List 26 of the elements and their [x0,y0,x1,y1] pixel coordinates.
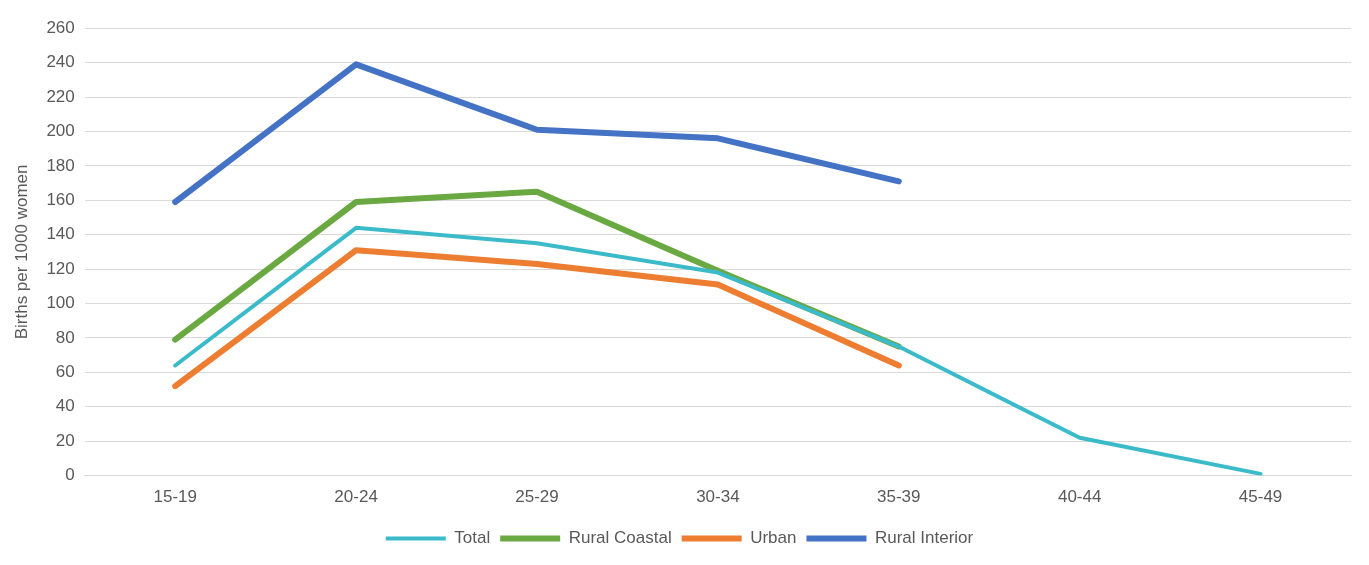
y-tick-label: 140 [46,224,75,244]
x-tick-label: 35-39 [877,487,921,507]
x-tick-label: 25-29 [515,487,559,507]
y-tick-label: 160 [46,189,75,209]
legend-label: Urban [750,528,797,548]
x-tick-label: 15-19 [153,487,197,507]
y-tick-label: 80 [55,327,75,347]
x-tick-label: 45-49 [1238,487,1283,507]
x-tick-label: 20-24 [334,487,378,507]
y-tick-label: 240 [46,52,75,72]
x-tick-label: 40-44 [1057,487,1102,507]
y-tick-label: 200 [46,121,75,141]
y-tick-label: 260 [46,17,75,37]
y-axis-title: Births per 1000 women [11,164,31,340]
legend-label: Total [454,528,491,548]
y-tick-label: 220 [46,86,75,106]
legend-label: Rural Interior [874,528,974,548]
y-tick-label: 100 [46,293,75,313]
y-tick-label: 20 [55,430,75,450]
legend-label: Rural Coastal [568,528,672,548]
y-tick-label: 120 [46,258,75,278]
x-tick-label: 30-34 [696,487,740,507]
y-tick-label: 0 [65,465,75,485]
y-tick-label: 60 [55,362,75,382]
y-tick-label: 180 [46,155,75,175]
y-tick-label: 40 [55,396,75,416]
